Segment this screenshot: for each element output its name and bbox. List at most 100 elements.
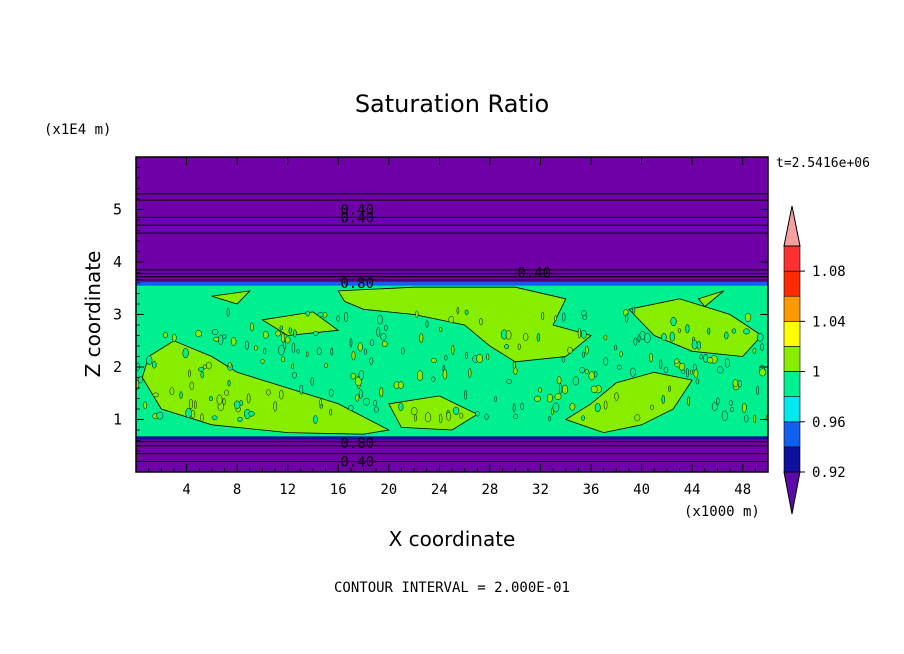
contour-cell: [663, 366, 669, 373]
contour-cell: [464, 390, 468, 400]
contour-cell: [216, 394, 223, 405]
contour-cell: [410, 407, 418, 416]
contour-cell: [669, 331, 675, 342]
band-edge-bottom: [136, 436, 768, 440]
contour-cell: [291, 342, 296, 354]
contour-cell: [227, 379, 231, 387]
plot-area: [136, 157, 768, 472]
contour-cell: [260, 358, 265, 364]
contour-cell: [358, 370, 364, 380]
contour-cell: [377, 314, 383, 325]
contour-cell: [425, 320, 429, 328]
contour-cell: [686, 367, 689, 378]
contour-cell: [278, 345, 285, 356]
contour-cell: [305, 351, 309, 358]
contour-cell: [744, 414, 749, 423]
contour-cell: [554, 315, 558, 322]
contour-cell: [146, 355, 153, 366]
x-tick-label: 36: [583, 482, 600, 498]
contour-cell: [724, 331, 729, 340]
contour-cell: [687, 396, 690, 406]
contour-cell: [548, 415, 551, 422]
contour-cell: [349, 337, 353, 348]
contour-cell: [206, 361, 212, 370]
contour-cell: [569, 402, 576, 411]
contour-cell: [711, 402, 718, 411]
contour-cell: [226, 307, 230, 318]
contour-cell: [163, 332, 168, 338]
colorbar-label: 1: [812, 365, 820, 381]
contour-cell: [716, 397, 720, 405]
contour-cell: [316, 347, 322, 355]
contour-cell: [594, 402, 601, 413]
contour-cell: [484, 413, 489, 421]
patch-2: [141, 340, 391, 435]
contour-cell: [674, 358, 680, 365]
patch-0: [337, 286, 592, 363]
contour-cell: [556, 376, 562, 385]
contour-cell: [369, 357, 374, 365]
contour-cell: [317, 312, 324, 318]
contour-cell: [759, 368, 766, 377]
contour-cell: [561, 356, 566, 363]
contour-cell: [506, 378, 512, 385]
contour-cell: [179, 391, 183, 399]
contour-cell: [381, 340, 388, 347]
contour-cell: [357, 342, 363, 352]
contour-cell: [218, 334, 224, 345]
contour-cell: [593, 370, 598, 378]
contour-label-0: 0.40: [340, 203, 374, 219]
x-axis-label: X coordinate: [389, 527, 516, 551]
contour-cell: [336, 315, 340, 322]
contour-cell: [448, 315, 455, 324]
colorbar-label: 0.96: [812, 415, 846, 431]
x-tick-label: 44: [684, 482, 701, 498]
contour-cell: [582, 351, 585, 358]
contour-cell: [248, 411, 255, 417]
colorbar-swatch: [783, 245, 801, 272]
x-tick-label: 40: [633, 482, 650, 498]
contour-cell: [706, 357, 714, 364]
contour-cell: [414, 414, 417, 422]
contour-label-5: 0.40: [340, 455, 374, 471]
contour-cell: [456, 306, 460, 315]
contour-cell: [579, 366, 586, 374]
contour-cell: [227, 361, 232, 368]
contour-cell: [494, 396, 498, 402]
contour-cell: [244, 340, 249, 350]
contour-cell: [431, 376, 436, 382]
colorbar-label: 1.04: [812, 314, 846, 330]
y-tick-label: 1: [113, 411, 122, 429]
contour-cell: [211, 415, 218, 421]
contour-cell: [416, 370, 424, 381]
contour-cell: [137, 376, 143, 384]
contour-cell: [585, 345, 589, 355]
contour-cell: [451, 344, 455, 355]
contour-cell: [439, 413, 443, 424]
contour-cell: [143, 401, 148, 409]
colorbar-over-triangle: [783, 205, 801, 247]
contour-cell: [464, 352, 469, 359]
contour-cell: [281, 332, 286, 343]
contour-cell: [198, 367, 205, 372]
contour-cell: [200, 371, 205, 379]
contour-cell: [273, 401, 278, 412]
contour-cell: [680, 369, 686, 375]
contour-cell: [752, 347, 757, 354]
contour-cell: [299, 384, 304, 395]
contour-cell: [296, 348, 300, 354]
colorbar-swatch: [783, 320, 801, 347]
contour-cell: [603, 400, 608, 410]
contour-cell: [685, 324, 690, 334]
contour-cell: [756, 385, 760, 395]
contour-cell: [344, 311, 349, 323]
contour-cell: [400, 347, 405, 355]
contour-cell: [649, 352, 653, 363]
patch-1: [564, 371, 693, 434]
contour-cell: [517, 343, 521, 350]
contour-cell: [279, 389, 284, 400]
contour-cell: [446, 411, 452, 421]
contour-cell: [650, 404, 655, 410]
contour-cell: [699, 354, 703, 360]
band-0: [136, 437, 768, 472]
